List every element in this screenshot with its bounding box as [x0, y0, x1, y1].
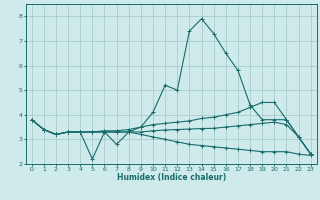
X-axis label: Humidex (Indice chaleur): Humidex (Indice chaleur): [116, 173, 226, 182]
